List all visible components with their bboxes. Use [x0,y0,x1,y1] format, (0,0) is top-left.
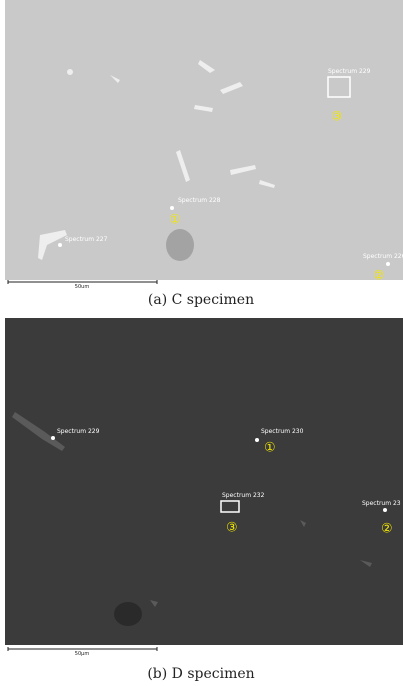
spectrum-label: Spectrum 23 [362,500,401,507]
spectrum-point [386,262,390,266]
micrograph-b [5,318,403,645]
figure: Spectrum 229 ③ Spectrum 228 ① Spectrum 227 Sp… [0,0,403,686]
scale-label: 50um [75,284,90,290]
caption: (a) C specimen [148,292,254,308]
spectrum-label: Spectrum 226 [363,253,403,260]
spectrum-marker: ② [373,269,385,284]
spectrum-point [383,508,387,512]
spectrum-point [170,206,174,210]
spectrum-point [255,438,259,442]
spectrum-marker: ① [169,213,181,228]
spectrum-label: Spectrum 228 [178,197,221,204]
spectrum-marker: ② [381,522,393,537]
spectrum-point [51,436,55,440]
spectrum-marker: ① [264,441,276,456]
spectrum-marker: ③ [331,110,343,125]
dark-spot [166,229,194,261]
caption: (b) D specimen [147,666,254,682]
spectrum-label: Spectrum 229 [57,428,100,435]
spectrum-label: Spectrum 229 [328,68,371,75]
spectrum-marker: ③ [226,521,238,536]
spectrum-label: Spectrum 230 [261,428,304,435]
spectrum-label: Spectrum 232 [222,492,265,499]
spectrum-point [58,243,62,247]
scale-label: 50µm [75,651,90,657]
spectrum-label: Spectrum 227 [65,236,108,243]
